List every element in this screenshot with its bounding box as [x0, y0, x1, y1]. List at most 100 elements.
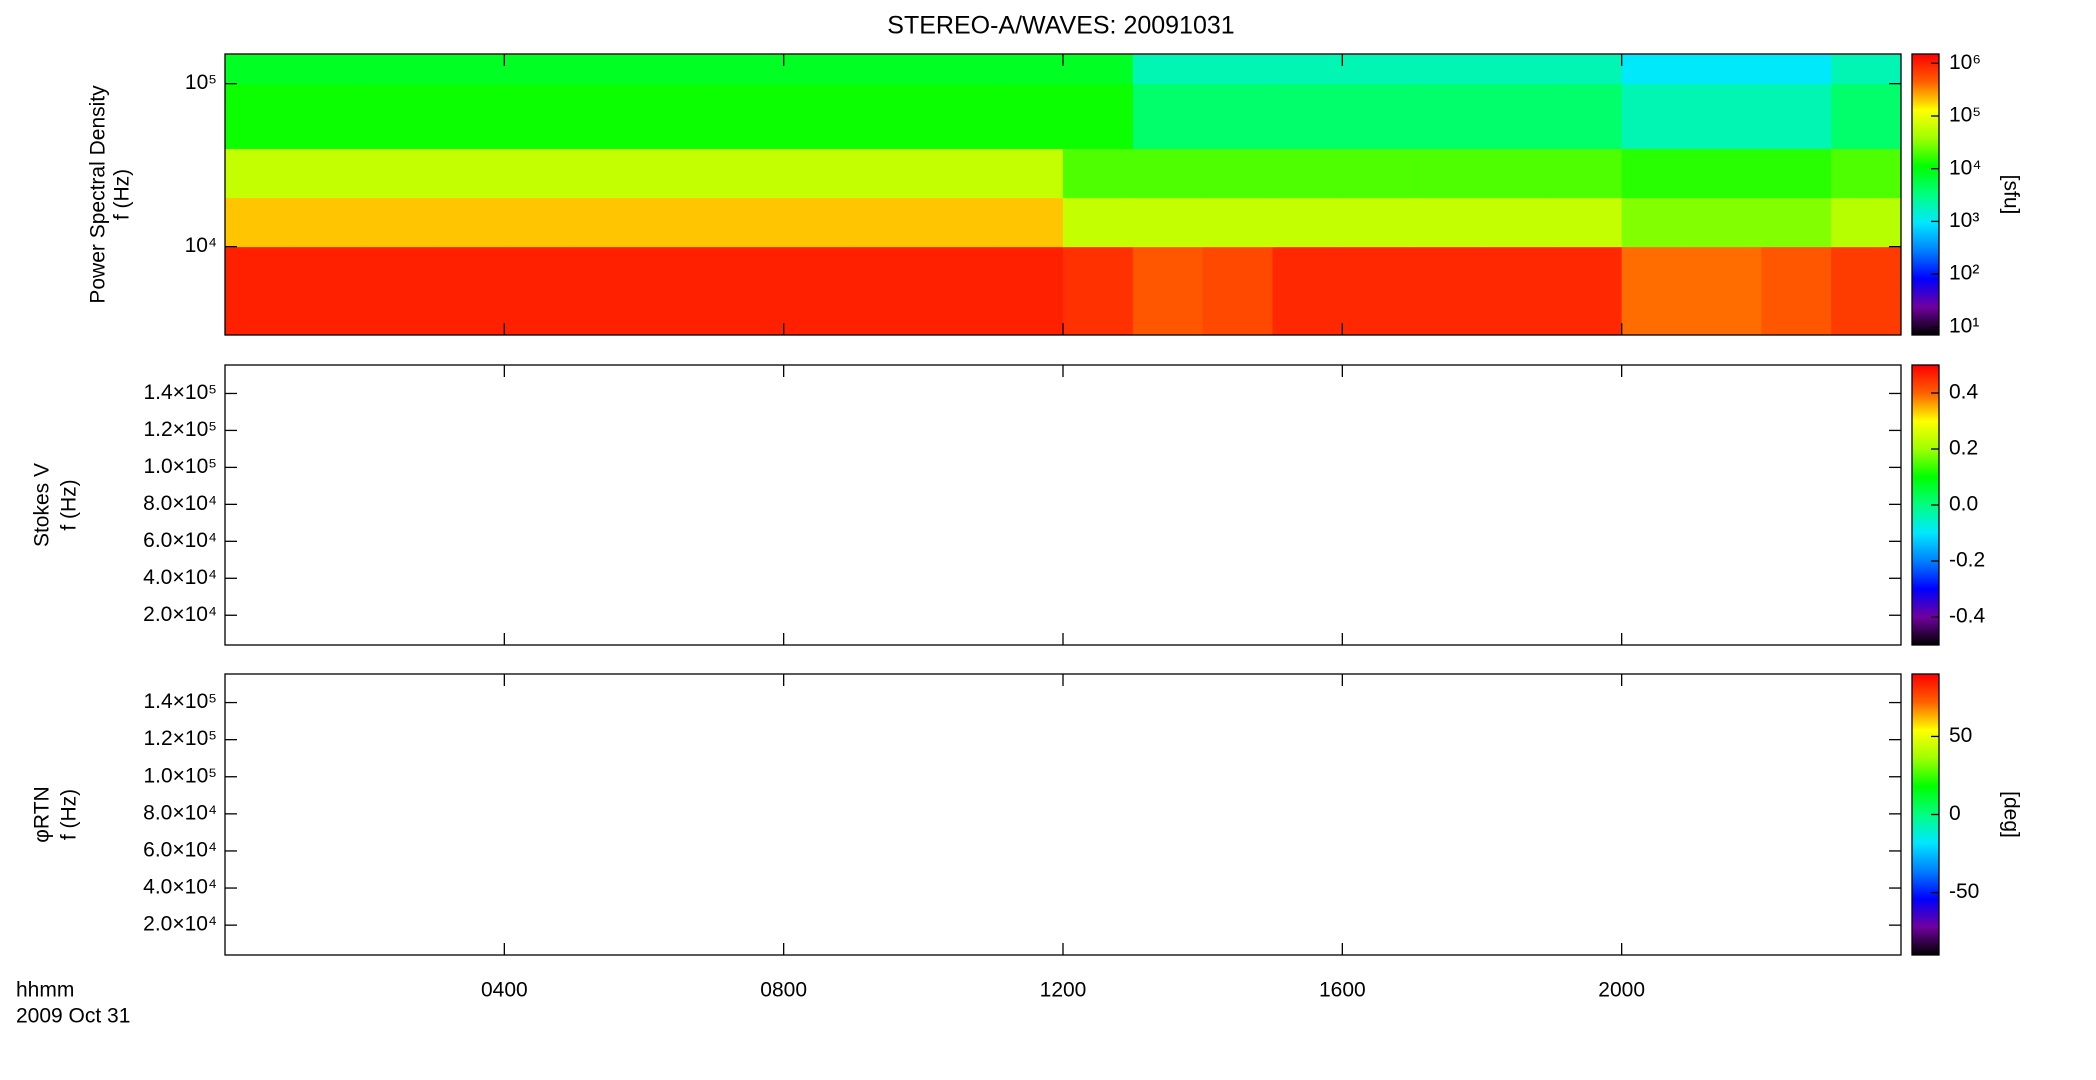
heatmap-cell [225, 83, 296, 150]
x-tick-label: 1600 [1319, 979, 1366, 1002]
heatmap-cell [1621, 54, 1692, 85]
heatmap-cell [1202, 83, 1273, 150]
heatmap-cell [1761, 148, 1832, 199]
heatmap-cell [1831, 54, 1902, 85]
heatmap-cell [574, 54, 645, 85]
y-tick-label: 2.0×10⁴ [143, 603, 217, 626]
heatmap-cell [853, 83, 924, 150]
heatmap-cell [923, 148, 994, 199]
y-axis-label: f (Hz) [58, 479, 81, 530]
heatmap-cell [1272, 54, 1343, 85]
heatmap-cell [993, 197, 1064, 248]
heatmap-cell [294, 148, 366, 199]
heatmap-cell [1272, 246, 1343, 336]
heatmap-cell [1831, 83, 1902, 150]
colorbar-label: [sfu] [1999, 175, 2022, 215]
y-tick-label: 1.2×10⁵ [143, 418, 217, 441]
heatmap-cell [1132, 246, 1204, 336]
colorbar-label: [deg] [1999, 791, 2022, 838]
y-tick-label: 10⁵ [185, 71, 217, 94]
heatmap-cell [504, 83, 575, 150]
heatmap-cell [1831, 148, 1902, 199]
heatmap-cell [923, 54, 994, 85]
heatmap-cell [574, 246, 645, 336]
heatmap-cell [434, 197, 505, 248]
chart-title: STEREO-A/WAVES: 20091031 [887, 12, 1234, 40]
heatmap-cell [294, 54, 366, 85]
heatmap-cell [1621, 197, 1692, 248]
y-tick-label: 6.0×10⁴ [143, 529, 217, 552]
heatmap-cell [504, 246, 575, 336]
y-tick-label: 4.0×10⁴ [143, 566, 217, 589]
y-tick-label: 6.0×10⁴ [143, 838, 217, 861]
colorbar-tick-label: 10⁵ [1949, 104, 1981, 127]
heatmap-cell [1482, 148, 1553, 199]
heatmap-cell [434, 148, 505, 199]
heatmap-cell [644, 148, 715, 199]
y-tick-label: 1.4×10⁵ [143, 690, 217, 713]
x-tick-label: 0800 [760, 979, 807, 1002]
x-axis-label: hhmm [16, 979, 74, 1002]
heatmap-cell [1551, 148, 1623, 199]
heatmap-cell [644, 83, 715, 150]
heatmap-cell [574, 148, 645, 199]
heatmap-cell [1202, 197, 1273, 248]
colorbar-tick-label: -0.2 [1949, 549, 1985, 572]
heatmap-cell [1412, 54, 1483, 85]
heatmap-cell [644, 197, 715, 248]
y-axis-label: Stokes V [31, 463, 54, 547]
heatmap-cell [923, 197, 994, 248]
heatmap-cell [364, 83, 435, 150]
date-label: 2009 Oct 31 [16, 1005, 130, 1028]
colorbar-tick-label: 0.4 [1949, 381, 1979, 404]
heatmap-cell [294, 197, 366, 248]
y-tick-label: 1.0×10⁵ [143, 455, 217, 478]
heatmap-cell [1412, 83, 1483, 150]
heatmap-cell [1272, 148, 1343, 199]
heatmap-cell [1551, 83, 1623, 150]
heatmap-cell [1202, 54, 1273, 85]
heatmap-cell [1412, 246, 1483, 336]
heatmap-cell [1761, 54, 1832, 85]
y-axis-label: Power Spectral Density [87, 85, 110, 304]
heatmap-cell [1482, 197, 1553, 248]
heatmap-cell [783, 148, 854, 199]
heatmap-cell [1482, 246, 1553, 336]
heatmap-cell [713, 54, 785, 85]
heatmap-cell [1342, 148, 1413, 199]
heatmap-cell [993, 148, 1064, 199]
heatmap-cell [1132, 54, 1204, 85]
heatmap-cell [783, 83, 854, 150]
heatmap-cell [644, 246, 715, 336]
heatmap-cell [713, 197, 785, 248]
heatmap-cell [364, 246, 435, 336]
heatmap-cell [1691, 197, 1762, 248]
heatmap-cell [1621, 246, 1692, 336]
heatmap-cell [1132, 148, 1204, 199]
heatmap-cell [225, 246, 296, 336]
heatmap-cell [225, 148, 296, 199]
heatmap-cell [713, 246, 785, 336]
heatmap-cell [364, 148, 435, 199]
heatmap-cell [434, 246, 505, 336]
y-tick-label: 1.4×10⁵ [143, 381, 217, 404]
colorbar-tick-label: -50 [1949, 880, 1979, 903]
heatmap-cell [853, 197, 924, 248]
heatmap-cell [364, 54, 435, 85]
heatmap-cell [1691, 83, 1762, 150]
colorbar-tick-label: 10¹ [1949, 314, 1979, 337]
heatmap-cell [1202, 246, 1273, 336]
heatmap-cell [1412, 197, 1483, 248]
heatmap-cell [783, 54, 854, 85]
y-tick-label: 8.0×10⁴ [143, 801, 217, 824]
colorbar-tick-label: 50 [1949, 724, 1972, 747]
heatmap-cell [1063, 83, 1134, 150]
colorbar-tick-label: 10⁴ [1949, 156, 1981, 179]
heatmap-cell [713, 148, 785, 199]
heatmap-cell [434, 83, 505, 150]
y-tick-label: 10⁴ [185, 234, 217, 257]
heatmap-cell [1412, 148, 1483, 199]
y-tick-label: 8.0×10⁴ [143, 492, 217, 515]
